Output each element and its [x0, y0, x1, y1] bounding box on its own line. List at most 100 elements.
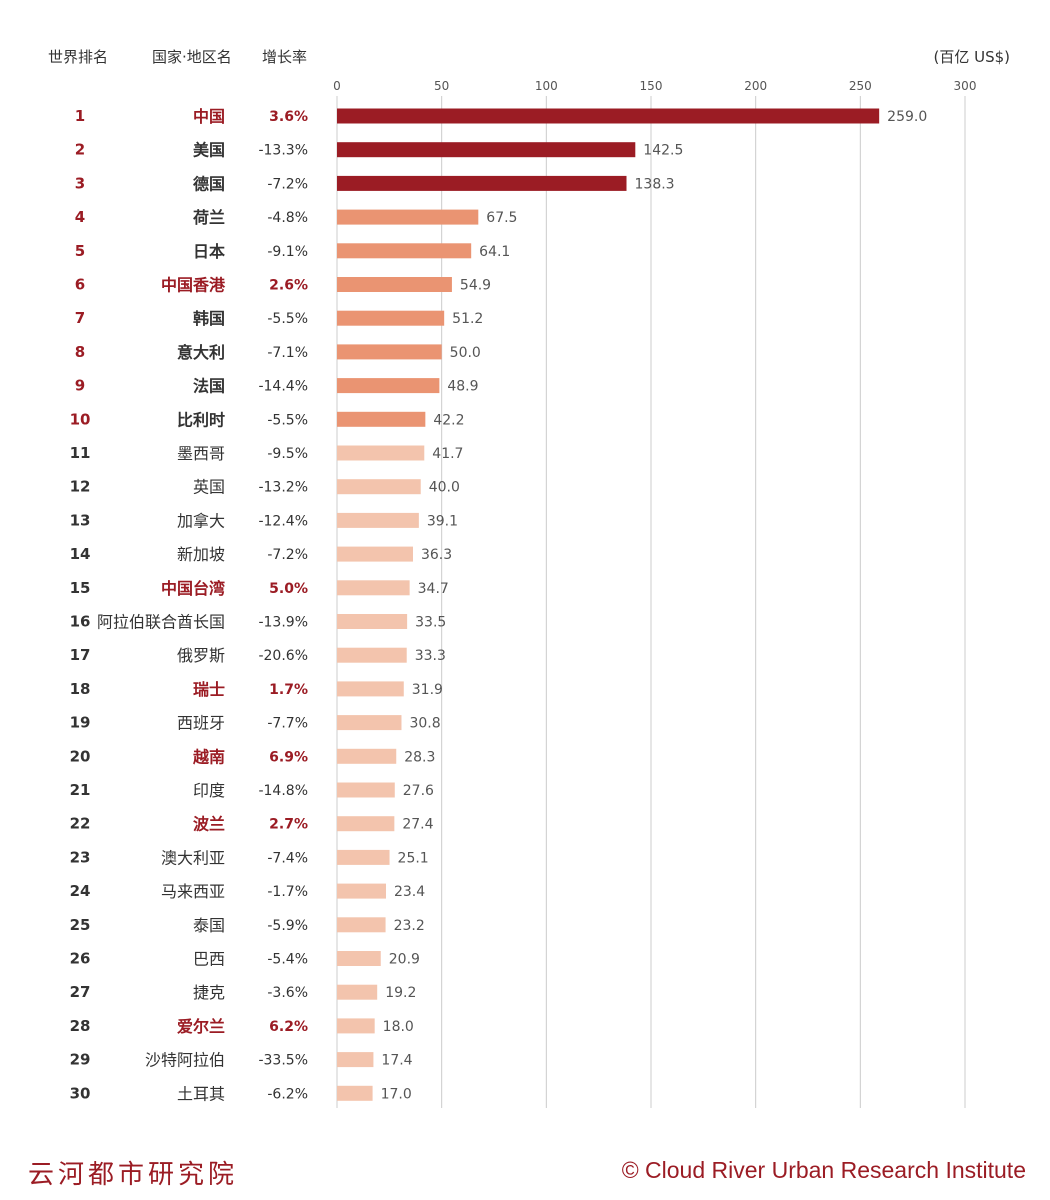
growth-rate: -14.8% — [258, 783, 308, 799]
value-bar — [337, 681, 404, 697]
rank-label: 28 — [70, 1017, 91, 1035]
rank-label: 19 — [70, 714, 91, 732]
value-label: 51.2 — [452, 311, 483, 327]
value-label: 33.3 — [415, 648, 446, 664]
growth-rate: 1.7% — [269, 682, 308, 698]
value-bar — [337, 512, 419, 528]
rank-label: 6 — [75, 276, 85, 294]
value-bar — [337, 782, 395, 798]
value-bar — [337, 142, 636, 158]
country-name: 越南 — [192, 747, 225, 766]
country-name: 加拿大 — [177, 511, 225, 530]
value-label: 67.5 — [486, 210, 517, 226]
rank-label: 22 — [70, 815, 91, 833]
chart-row: 24 马来西亚 -1.7% 23.4 — [70, 882, 426, 901]
country-name: 俄罗斯 — [177, 646, 225, 665]
chart-row: 16 阿拉伯联合酋长国 -13.9% 33.5 — [70, 613, 447, 632]
value-bar — [337, 108, 880, 124]
growth-rate: -12.4% — [258, 513, 308, 529]
chart-row: 22 波兰 2.7% 27.4 — [70, 815, 434, 834]
value-label: 27.6 — [403, 783, 434, 799]
value-label: 31.9 — [412, 682, 443, 698]
rank-label: 13 — [70, 511, 91, 529]
growth-rate: 2.7% — [269, 817, 308, 833]
rank-label: 7 — [75, 309, 85, 327]
rank-label: 1 — [75, 107, 85, 125]
value-label: 259.0 — [887, 109, 927, 125]
growth-column-header: 增长率 — [262, 48, 307, 66]
chart-row: 6 中国香港 2.6% 54.9 — [75, 276, 491, 295]
country-name: 日本 — [193, 242, 225, 261]
growth-rate: -5.4% — [267, 952, 308, 968]
growth-rate: -20.6% — [258, 648, 308, 664]
value-bar — [337, 209, 479, 225]
x-tick-label: 300 — [954, 79, 977, 93]
rank-label: 9 — [75, 377, 85, 395]
x-tick-label: 150 — [640, 79, 663, 93]
value-bar — [337, 917, 386, 933]
rank-label: 16 — [70, 613, 91, 631]
country-name: 泰国 — [193, 916, 225, 935]
chart-row: 3 德国 -7.2% 138.3 — [75, 174, 675, 193]
chart-row: 21 印度 -14.8% 27.6 — [70, 781, 434, 800]
chart-row: 18 瑞士 1.7% 31.9 — [70, 680, 443, 699]
value-bar — [337, 984, 378, 1000]
rank-label: 14 — [70, 545, 91, 563]
growth-rate: 6.9% — [269, 749, 308, 765]
grid-lines — [336, 96, 966, 1108]
value-bar — [337, 479, 421, 495]
chart-row: 15 中国台湾 5.0% 34.7 — [70, 579, 449, 598]
value-bar — [337, 816, 395, 832]
value-label: 17.0 — [381, 1086, 412, 1102]
chart-row: 1 中国 3.6% 259.0 — [75, 107, 927, 126]
rank-label: 10 — [70, 410, 91, 428]
value-bar — [337, 951, 381, 966]
country-name: 爱尔兰 — [177, 1017, 225, 1036]
institute-name-cn: 云河都市研究院 — [28, 1160, 239, 1190]
growth-rate: -9.5% — [267, 446, 308, 462]
x-tick-label: 0 — [333, 79, 341, 93]
value-label: 23.2 — [394, 918, 425, 934]
value-label: 36.3 — [421, 547, 452, 563]
value-label: 19.2 — [385, 985, 416, 1001]
growth-rate: -14.4% — [258, 379, 308, 395]
value-label: 48.9 — [447, 379, 478, 395]
chart-row: 5 日本 -9.1% 64.1 — [75, 242, 511, 261]
chart-row: 13 加拿大 -12.4% 39.1 — [70, 511, 458, 530]
value-bar — [337, 580, 410, 596]
country-name: 中国 — [193, 107, 225, 126]
country-name: 新加坡 — [177, 545, 225, 564]
chart-row: 4 荷兰 -4.8% 67.5 — [75, 208, 518, 227]
ranking-bar-chart: 世界排名 国家·地区名 增长率 (百亿 US$) 0 50 100 150 200 250… — [48, 48, 1010, 1108]
country-name: 土耳其 — [177, 1084, 225, 1103]
unit-label: (百亿 US$) — [933, 48, 1010, 66]
growth-rate: -3.6% — [267, 985, 308, 1001]
rank-label: 25 — [70, 916, 91, 934]
value-bar — [337, 310, 445, 326]
chart-row: 25 泰国 -5.9% 23.2 — [70, 916, 425, 935]
country-name: 阿拉伯联合酋长国 — [97, 613, 225, 632]
value-label: 33.5 — [415, 615, 446, 631]
country-name: 英国 — [193, 478, 225, 497]
value-label: 39.1 — [427, 513, 458, 529]
rank-label: 30 — [70, 1084, 91, 1102]
growth-rate: 3.6% — [269, 109, 308, 125]
country-name: 波兰 — [193, 815, 225, 834]
name-column-header: 国家·地区名 — [152, 48, 232, 66]
chart-row: 19 西班牙 -7.7% 30.8 — [70, 714, 441, 733]
value-bar — [337, 883, 386, 899]
chart-row: 2 美国 -13.3% 142.5 — [75, 141, 684, 160]
country-name: 比利时 — [177, 410, 225, 429]
chart-row: 10 比利时 -5.5% 42.2 — [70, 410, 465, 429]
country-name: 德国 — [193, 174, 225, 193]
country-name: 印度 — [193, 781, 225, 800]
copyright-notice: © Cloud River Urban Research Institute — [621, 1157, 1026, 1183]
growth-rate: -7.4% — [267, 850, 308, 866]
value-bar — [337, 411, 426, 427]
growth-rate: -7.7% — [267, 716, 308, 732]
growth-rate: 2.6% — [269, 278, 308, 294]
rank-label: 15 — [70, 579, 91, 597]
value-label: 18.0 — [383, 1019, 414, 1035]
x-axis-ticks: 0 50 100 150 200 250 300 — [333, 79, 976, 93]
growth-rate: -5.5% — [267, 412, 308, 428]
